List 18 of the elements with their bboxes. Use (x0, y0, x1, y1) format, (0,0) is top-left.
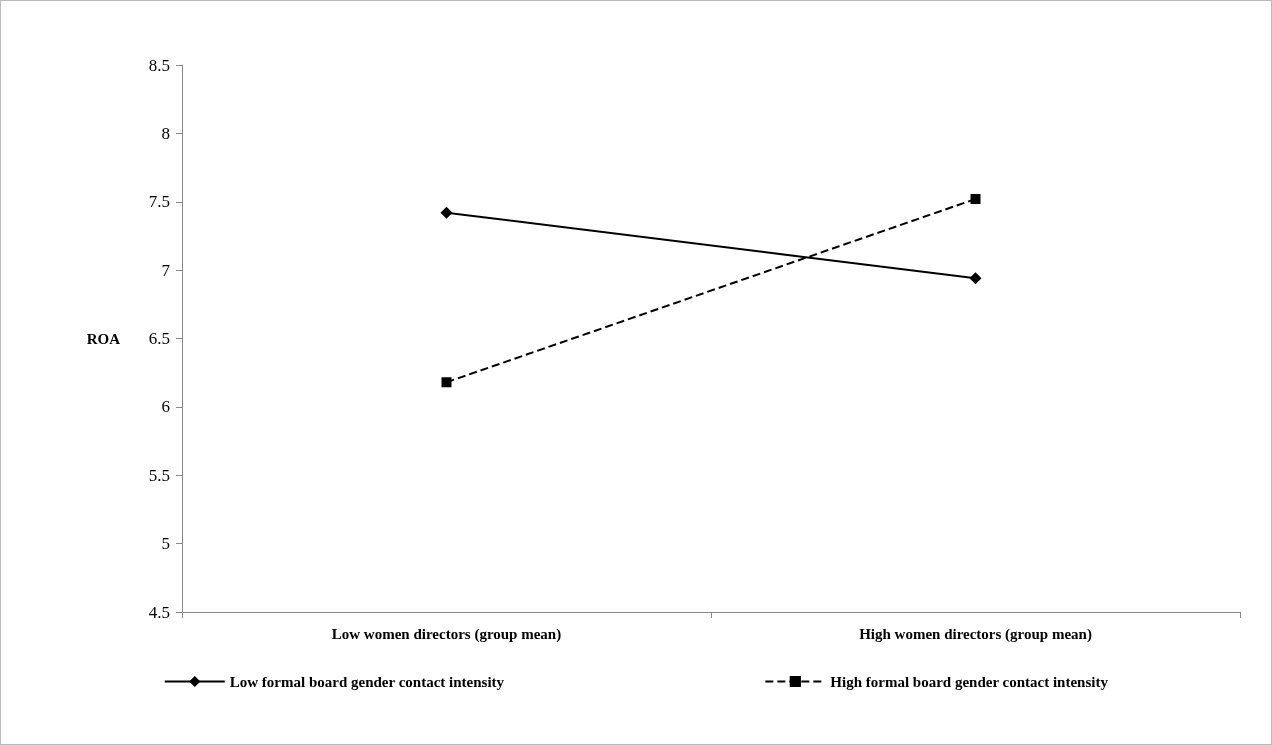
y-tick-label: 7.5 (148, 192, 170, 212)
x-tick-label: Low women directors (group mean) (331, 625, 562, 643)
point (970, 194, 981, 205)
point (969, 272, 982, 285)
y-tick-label: 6.5 (148, 329, 170, 348)
x-tick-label: High women directors (group mean) (859, 625, 1092, 643)
y-tick-label: 4.5 (148, 602, 170, 622)
point (441, 377, 452, 388)
legend-label: High formal board gender contact intensity (830, 673, 1109, 690)
point (440, 206, 453, 219)
y-tick-label: 6 (161, 397, 170, 417)
y-tick-label: 5 (161, 534, 170, 554)
legend-label: Low formal board gender contact intensity (229, 673, 505, 690)
y-tick-label: 8 (161, 123, 170, 143)
y-axis-title: ROA (86, 330, 121, 347)
y-tick-label: 8.5 (148, 55, 170, 75)
y-tick-label: 7 (161, 260, 171, 280)
y-tick-label: 5.5 (148, 465, 170, 485)
